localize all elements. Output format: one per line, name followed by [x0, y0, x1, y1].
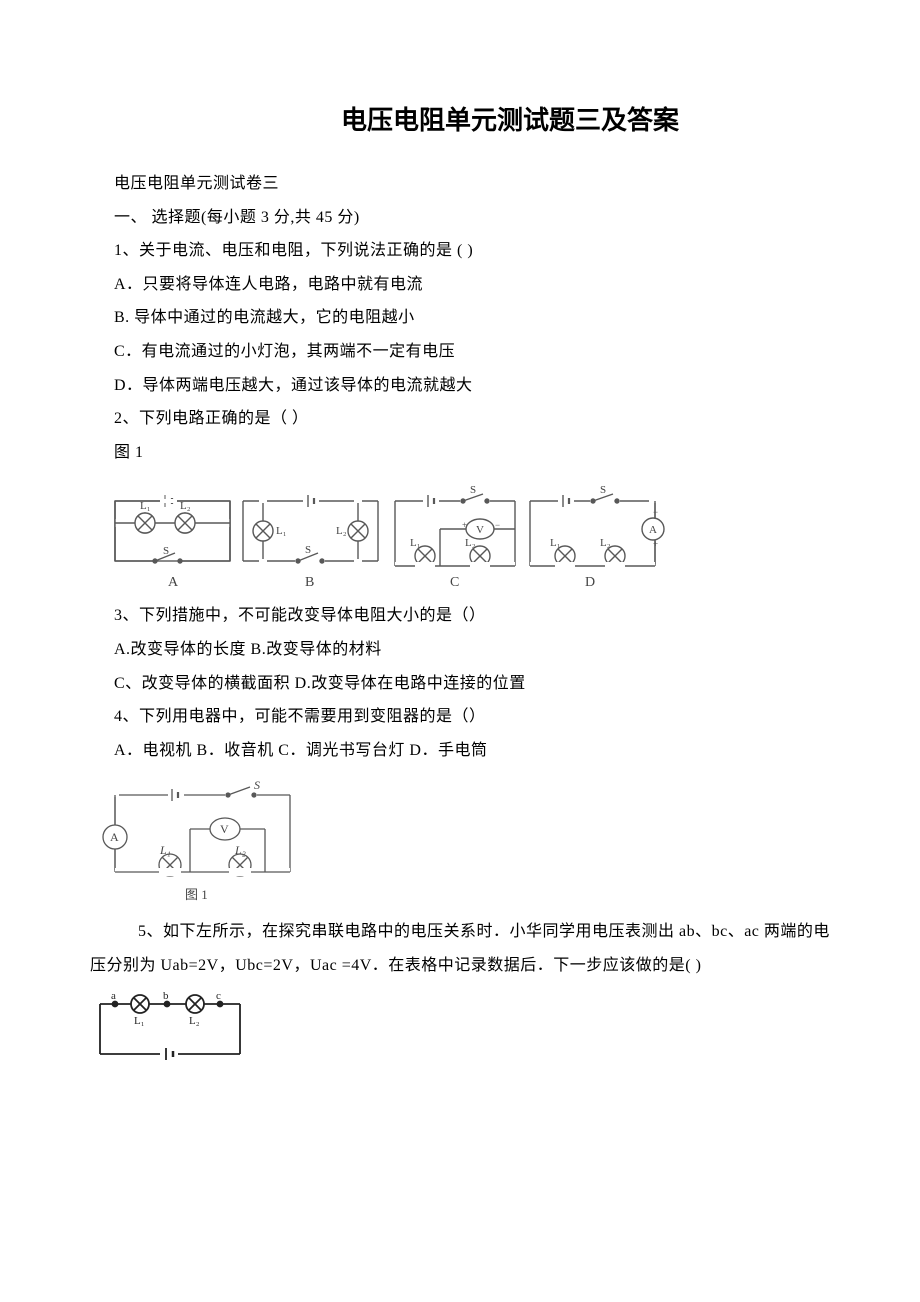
- svg-text:S: S: [254, 778, 260, 792]
- circuit-row-1: L₁ L₂ S A L₁ L₂: [90, 481, 830, 599]
- svg-text:L₁: L₁: [550, 537, 561, 549]
- caption-fig1: 图 1: [185, 887, 208, 902]
- subtitle: 电压电阻单元测试卷三: [90, 167, 830, 201]
- q4: 4、下列用电器中，可能不需要用到变阻器的是（）: [90, 700, 830, 734]
- svg-text:B: B: [305, 575, 314, 590]
- svg-text:V: V: [476, 524, 484, 536]
- svg-text:S: S: [163, 545, 169, 557]
- svg-text:a: a: [111, 990, 116, 1002]
- svg-text:L₁: L₁: [159, 843, 171, 857]
- svg-text:c: c: [216, 990, 221, 1002]
- svg-text:A: A: [168, 575, 179, 590]
- svg-text:C: C: [450, 575, 459, 590]
- q1: 1、关于电流、电压和电阻，下列说法正确的是 ( ): [90, 234, 830, 268]
- svg-text:L₂: L₂: [234, 843, 246, 857]
- svg-text:L₂: L₂: [336, 525, 347, 537]
- svg-text:b: b: [163, 990, 169, 1002]
- q1-opt-c: C．有电流通过的小灯泡，其两端不一定有电压: [90, 335, 830, 369]
- svg-text:L₁: L₁: [140, 500, 151, 512]
- q1-opt-b: B. 导体中通过的电流越大，它的电阻越小: [90, 301, 830, 335]
- svg-text:A: A: [110, 830, 119, 844]
- svg-text:D: D: [585, 575, 595, 590]
- q1-opt-d: D．导体两端电压越大，通过该导体的电流就越大: [90, 369, 830, 403]
- q4-opt: A．电视机 B．收音机 C．调光书写台灯 D．手电筒: [90, 734, 830, 768]
- svg-text:S: S: [470, 484, 476, 496]
- q5: 5、如下左所示，在探究串联电路中的电压关系时．小华同学用电压表测出 ab、bc、…: [90, 915, 830, 982]
- q2-fig-label: 图 1: [90, 436, 830, 470]
- q3-opt-ab: A.改变导体的长度 B.改变导体的材料: [90, 633, 830, 667]
- svg-text:L₁: L₁: [134, 1015, 145, 1027]
- svg-text:L₁: L₁: [276, 525, 287, 537]
- svg-text:L₂: L₂: [465, 537, 476, 549]
- circuit-small: S A V L₁ L₂ 图 1: [90, 777, 830, 907]
- svg-text:L₂: L₂: [600, 537, 611, 549]
- svg-text:S: S: [305, 544, 311, 556]
- q3-opt-cd: C、改变导体的横截面积 D.改变导体在电路中连接的位置: [90, 667, 830, 701]
- svg-text:V: V: [220, 822, 229, 836]
- q2: 2、下列电路正确的是（ ）: [90, 402, 830, 436]
- svg-text:L₂: L₂: [189, 1015, 200, 1027]
- svg-text:A: A: [649, 524, 657, 536]
- svg-text:L₂: L₂: [180, 500, 191, 512]
- section-heading: 一、 选择题(每小题 3 分,共 45 分): [90, 201, 830, 235]
- circuit-bottom: a b c L₁ L₂: [90, 989, 830, 1069]
- q3: 3、下列措施中，不可能改变导体电阻大小的是（）: [90, 599, 830, 633]
- doc-title: 电压电阻单元测试题三及答案: [190, 100, 830, 137]
- svg-text:S: S: [600, 484, 606, 496]
- q1-opt-a: A．只要将导体连人电路，电路中就有电流: [90, 268, 830, 302]
- svg-text:L₁: L₁: [410, 537, 421, 549]
